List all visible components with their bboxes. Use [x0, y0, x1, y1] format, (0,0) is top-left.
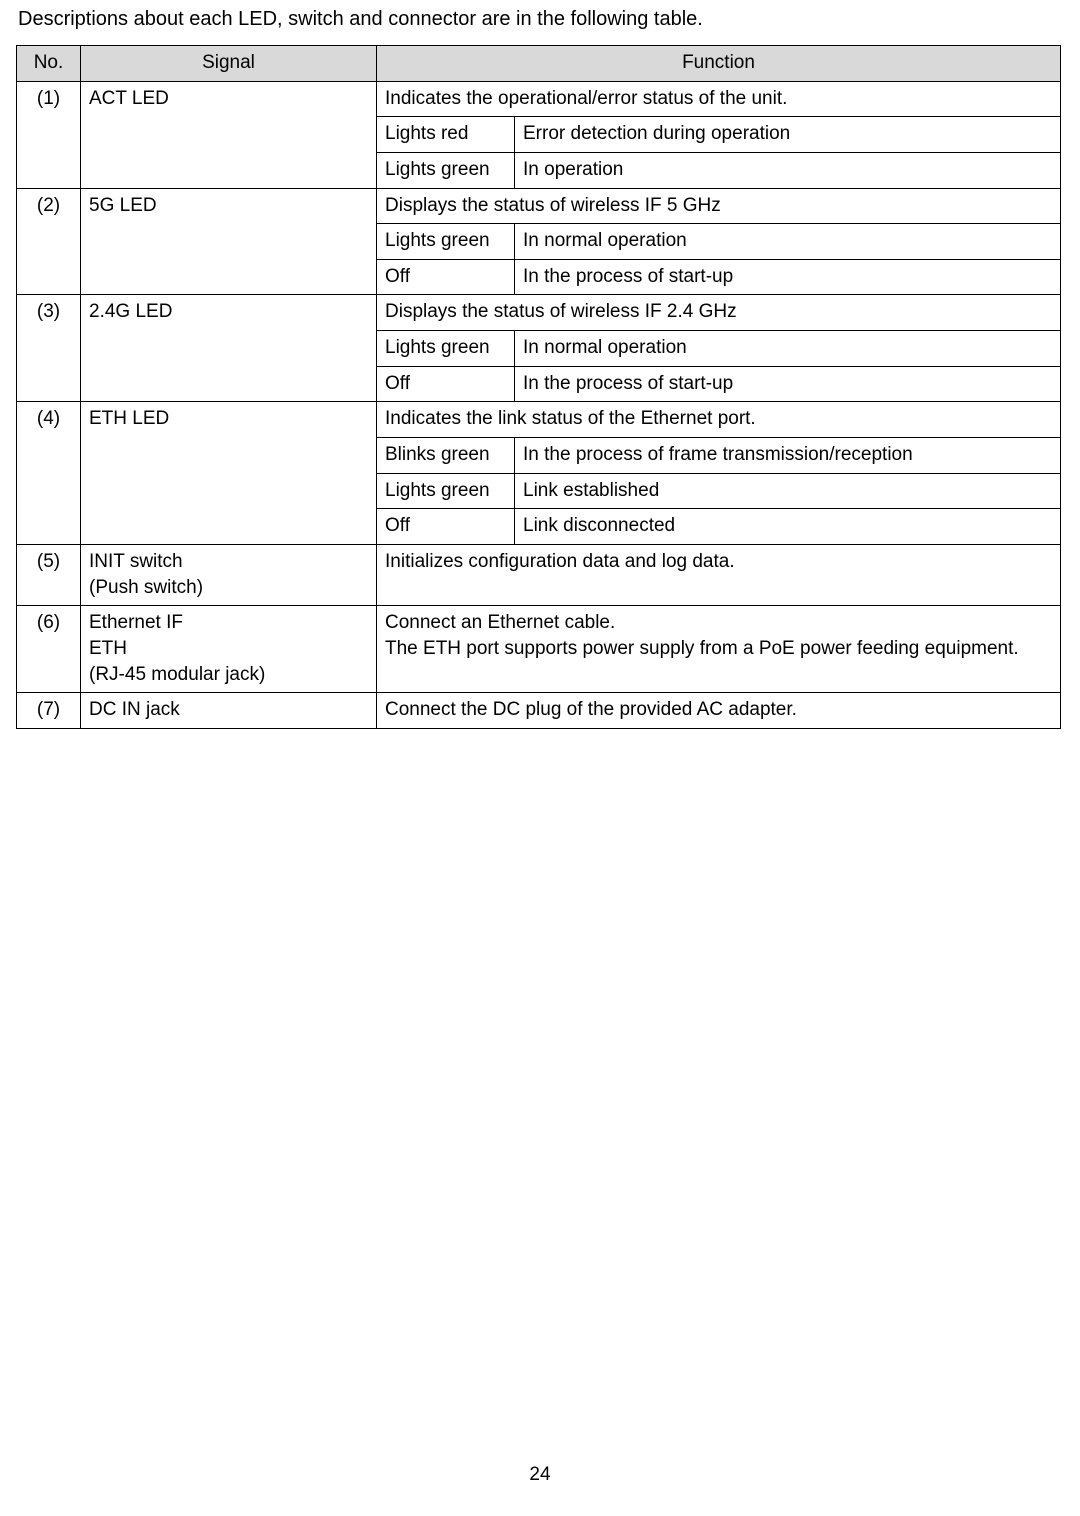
cell-desc: Link disconnected — [515, 509, 1061, 545]
cell-signal: DC IN jack — [81, 693, 377, 729]
cell-status: Lights red — [377, 117, 515, 153]
table-row: (3) 2.4G LED Displays the status of wire… — [17, 295, 1061, 331]
table-row: (4) ETH LED Indicates the link status of… — [17, 402, 1061, 438]
cell-summary: Displays the status of wireless IF 2.4 G… — [377, 295, 1061, 331]
table-row: (7) DC IN jack Connect the DC plug of th… — [17, 693, 1061, 729]
cell-signal: ETH LED — [81, 402, 377, 545]
cell-status: Lights green — [377, 473, 515, 509]
cell-signal: 5G LED — [81, 188, 377, 295]
cell-summary: Indicates the operational/error status o… — [377, 81, 1061, 117]
table-row: (5) INIT switch (Push switch) Initialize… — [17, 544, 1061, 605]
cell-desc: In the process of start-up — [515, 259, 1061, 295]
header-signal: Signal — [81, 46, 377, 82]
cell-desc: Error detection during operation — [515, 117, 1061, 153]
cell-desc: In operation — [515, 152, 1061, 188]
cell-status: Blinks green — [377, 438, 515, 474]
cell-desc: In the process of frame transmission/rec… — [515, 438, 1061, 474]
intro-text: Descriptions about each LED, switch and … — [18, 8, 1064, 31]
page: Descriptions about each LED, switch and … — [0, 0, 1080, 1516]
header-function: Function — [377, 46, 1061, 82]
header-no: No. — [17, 46, 81, 82]
cell-summary: Indicates the link status of the Etherne… — [377, 402, 1061, 438]
cell-no: (3) — [17, 295, 81, 402]
cell-status: Off — [377, 366, 515, 402]
cell-summary: Initializes configuration data and log d… — [377, 544, 1061, 605]
table-row: (2) 5G LED Displays the status of wirele… — [17, 188, 1061, 224]
cell-summary: Connect the DC plug of the provided AC a… — [377, 693, 1061, 729]
cell-signal: 2.4G LED — [81, 295, 377, 402]
cell-no: (1) — [17, 81, 81, 188]
cell-desc: In normal operation — [515, 331, 1061, 367]
cell-desc: In the process of start-up — [515, 366, 1061, 402]
cell-status: Lights green — [377, 152, 515, 188]
cell-desc: In normal operation — [515, 224, 1061, 260]
table-header-row: No. Signal Function — [17, 46, 1061, 82]
cell-signal: INIT switch (Push switch) — [81, 544, 377, 605]
cell-status: Off — [377, 509, 515, 545]
cell-summary: Connect an Ethernet cable. The ETH port … — [377, 606, 1061, 693]
cell-no: (7) — [17, 693, 81, 729]
cell-status: Lights green — [377, 224, 515, 260]
cell-status: Off — [377, 259, 515, 295]
cell-no: (6) — [17, 606, 81, 693]
cell-signal: ACT LED — [81, 81, 377, 188]
led-description-table: No. Signal Function (1) ACT LED Indicate… — [16, 45, 1061, 729]
cell-no: (5) — [17, 544, 81, 605]
cell-desc: Link established — [515, 473, 1061, 509]
cell-status: Lights green — [377, 331, 515, 367]
cell-no: (4) — [17, 402, 81, 545]
cell-signal: Ethernet IF ETH (RJ-45 modular jack) — [81, 606, 377, 693]
cell-no: (2) — [17, 188, 81, 295]
table-row: (6) Ethernet IF ETH (RJ-45 modular jack)… — [17, 606, 1061, 693]
page-number: 24 — [0, 1464, 1080, 1486]
cell-summary: Displays the status of wireless IF 5 GHz — [377, 188, 1061, 224]
table-row: (1) ACT LED Indicates the operational/er… — [17, 81, 1061, 117]
